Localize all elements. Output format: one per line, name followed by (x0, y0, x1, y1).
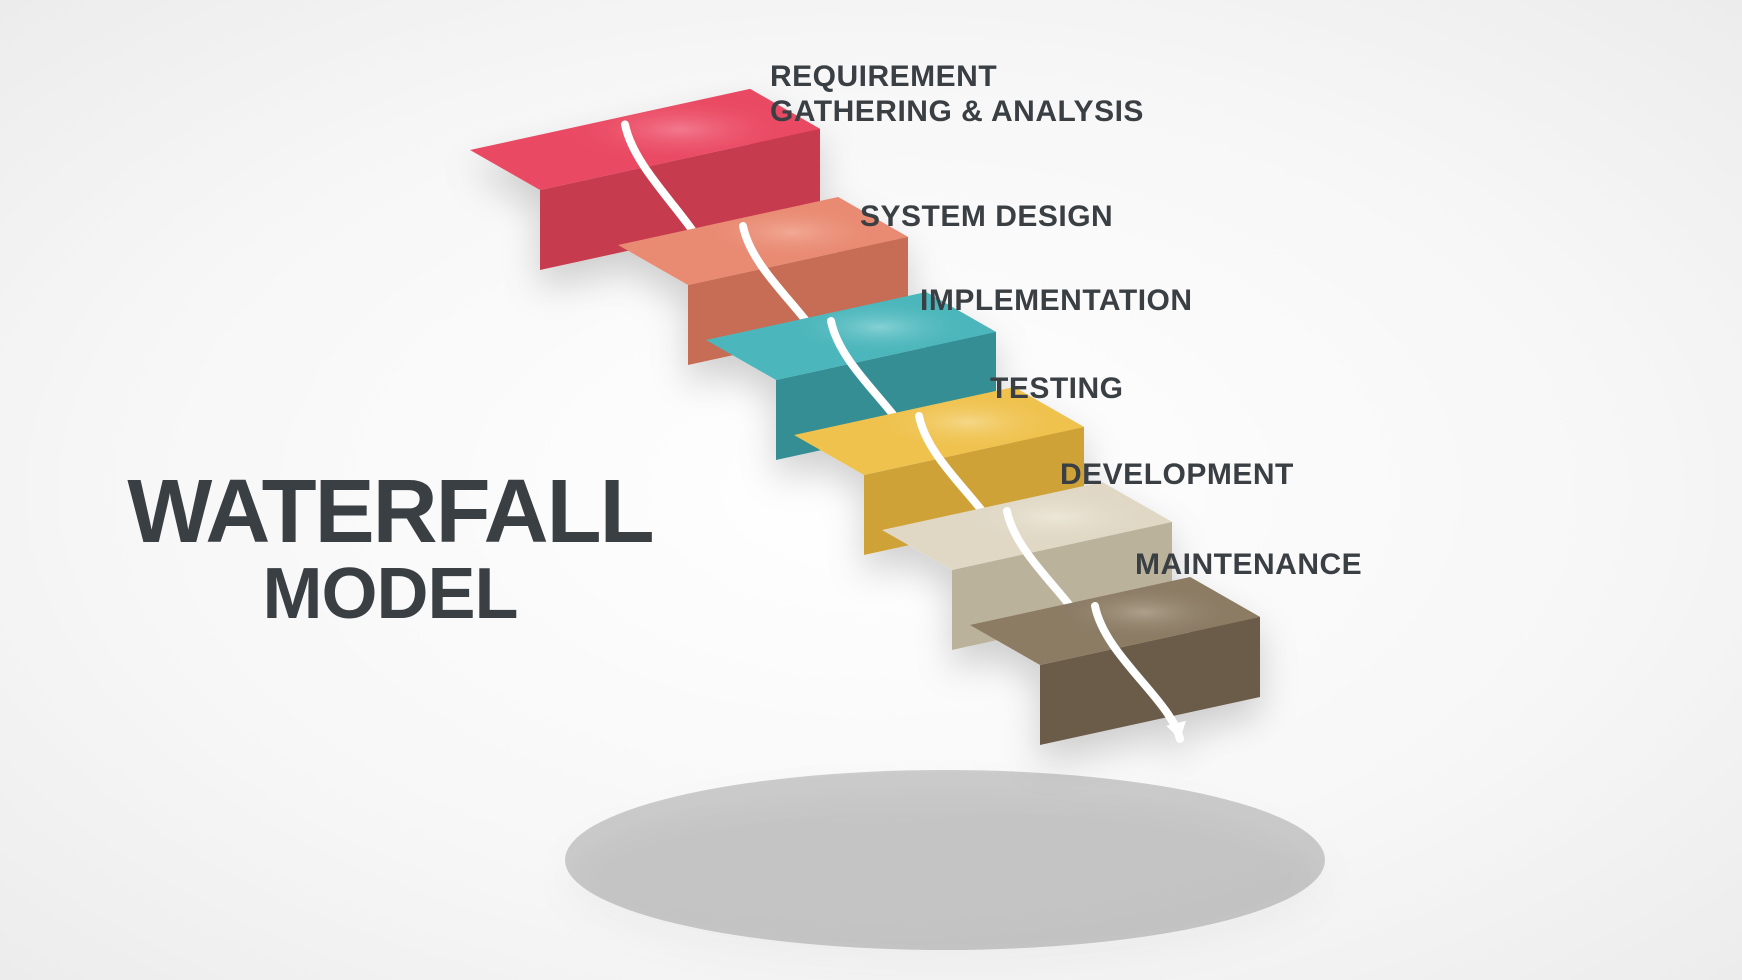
step-label-5: MAINTENANCE (1135, 548, 1362, 583)
step-label-0: REQUIREMENT GATHERING & ANALYSIS (770, 60, 1144, 129)
step-label-4: DEVELOPMENT (1060, 458, 1294, 493)
staircase-shadow (565, 770, 1325, 950)
step-label-1: SYSTEM DESIGN (860, 200, 1113, 235)
infographic-canvas: { "title": { "line1": "WATERFALL", "line… (0, 0, 1742, 980)
step-label-3: TESTING (990, 372, 1124, 407)
step-label-2: IMPLEMENTATION (920, 284, 1193, 319)
staircase (470, 89, 1260, 745)
waterfall-diagram (0, 0, 1742, 980)
